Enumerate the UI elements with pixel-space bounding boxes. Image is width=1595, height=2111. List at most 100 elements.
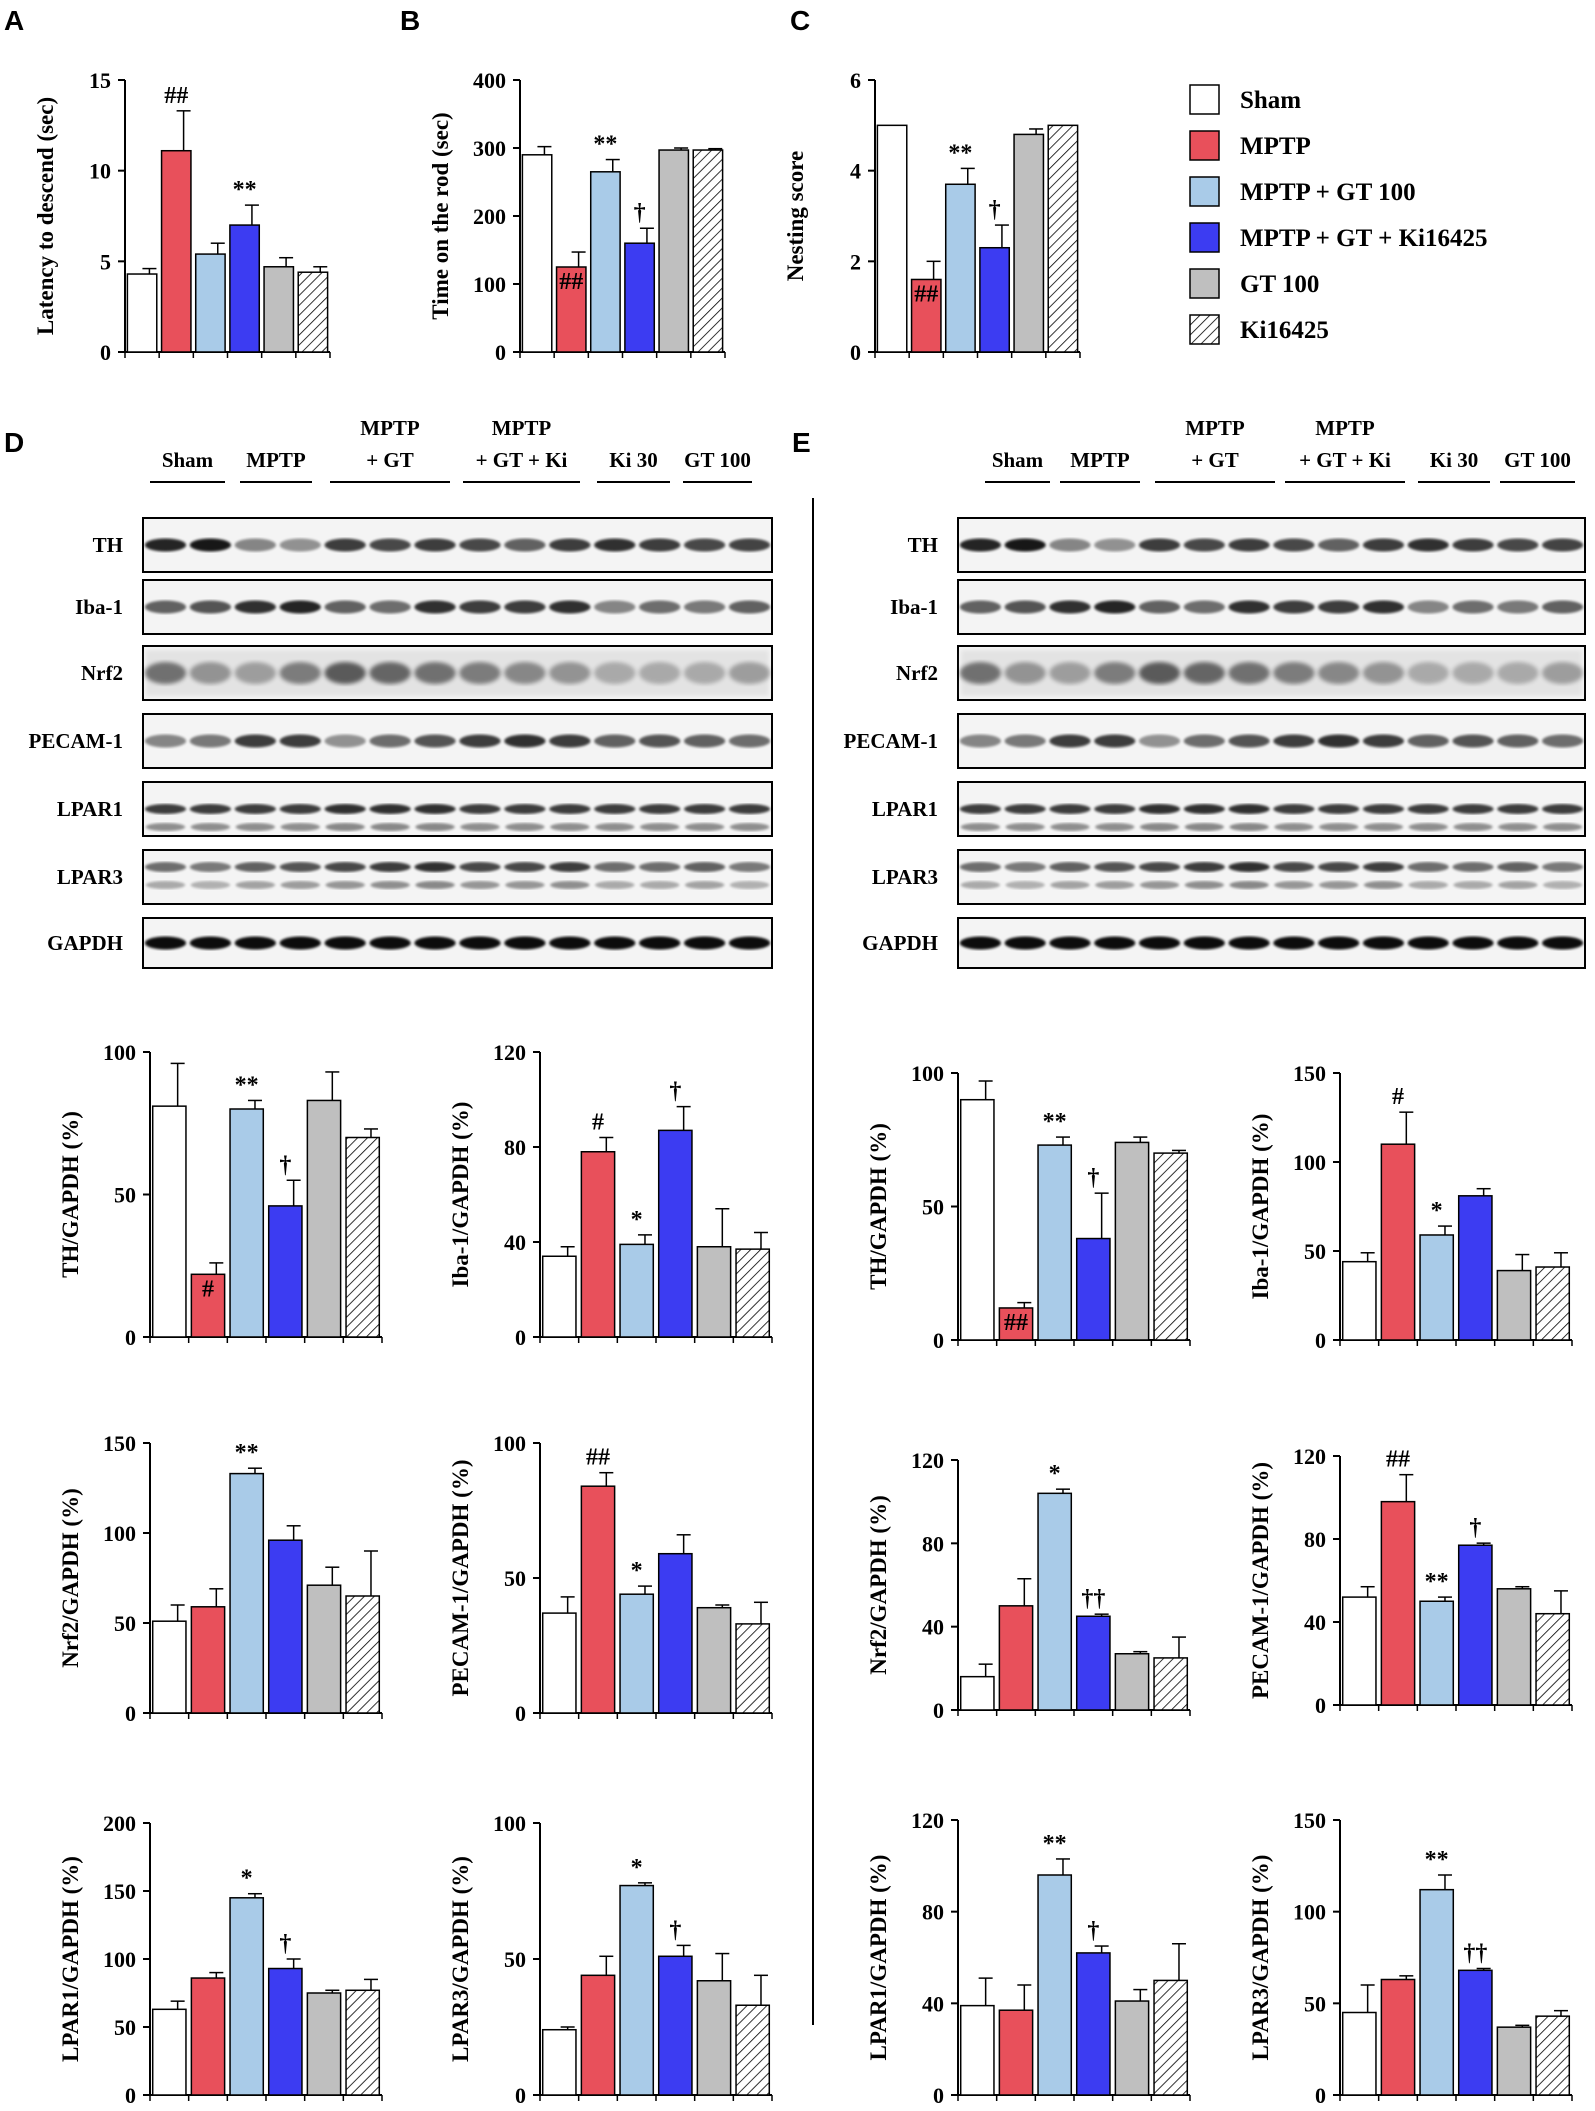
bar-mptp (580, 1485, 616, 1714)
chart-c: 0 2 4 6 Nesting score ## ** † (783, 68, 1081, 365)
blot-band (189, 862, 232, 872)
significance-marker: ## (1004, 1310, 1028, 1336)
blot-band (1094, 662, 1136, 684)
bar-gt-100 (1496, 1588, 1532, 1706)
blot-band-secondary (415, 823, 455, 831)
blot-band-secondary (684, 881, 725, 889)
y-tick-label: 120 (911, 1808, 944, 1833)
bar-mptp-gt-ki16425 (657, 1955, 693, 2096)
blot-band (369, 734, 411, 748)
blot-band (683, 538, 726, 552)
bar-sham (1341, 1260, 1377, 1341)
blot-band (1273, 538, 1315, 552)
chart-e-lpar1: 0 40 80 120 LPAR1/GAPDH (%) ** † (866, 1808, 1191, 2108)
bar-mptp-gt-ki16425 (657, 1552, 693, 1714)
significance-marker: * (631, 1855, 643, 1881)
blot-band (683, 862, 726, 872)
blot-band (1362, 538, 1405, 552)
blot-band (234, 538, 276, 552)
blot-band-secondary (1184, 823, 1225, 831)
blot-band (504, 600, 546, 614)
blot-band-secondary (325, 823, 365, 831)
blot-band-secondary (729, 881, 770, 889)
bar-mptp (580, 1151, 616, 1338)
blot-band (1542, 936, 1584, 950)
significance-marker: # (202, 1276, 214, 1302)
chart-b: 0 100 200 300 400 Time on the rod (sec) ## ** † (428, 68, 726, 365)
blot-group-label: Sham (992, 448, 1044, 472)
y-tick-label: 15 (89, 68, 111, 93)
chart-e-pecam1: 0 40 80 120 PECAM-1/GAPDH (%) ## ** † (1248, 1444, 1573, 1718)
blot-group-label: GT 100 (684, 448, 751, 472)
blot-band (144, 804, 187, 814)
y-tick-label: 4 (850, 159, 861, 184)
significance-marker: † (669, 1917, 681, 1943)
y-axis-label: Nesting score (783, 151, 808, 282)
blot-band (1407, 936, 1449, 950)
blot-band (324, 862, 366, 872)
blot-band (369, 862, 411, 872)
chart-d-pecam1: 0 50 100 PECAM-1/GAPDH (%) ## * (448, 1431, 773, 1726)
blot-band-secondary (1542, 823, 1583, 831)
significance-marker: ** (1425, 1847, 1449, 1873)
panel-label-d: D (4, 427, 24, 458)
blot-band-secondary (280, 881, 321, 889)
blot-band (683, 662, 726, 684)
y-tick-label: 300 (473, 136, 506, 161)
blot-band (459, 600, 501, 614)
bar-mptp-gt-100 (619, 1593, 655, 1714)
legend-label: Sham (1240, 87, 1301, 114)
blot-band (1542, 538, 1584, 552)
blot-band-secondary (460, 881, 500, 889)
blot-band (1049, 862, 1091, 872)
chart-d-lpar1: 0 50 100 150 200 LPAR1/GAPDH (%) * † (58, 1811, 383, 2108)
blot-band (1318, 862, 1360, 872)
blot-band (369, 804, 411, 814)
blot-band (1362, 936, 1405, 950)
blot-band (1318, 538, 1360, 552)
blot-band (728, 804, 771, 814)
y-tick-label: 100 (473, 272, 506, 297)
significance-marker: † (279, 1152, 291, 1178)
y-tick-label: 400 (473, 68, 506, 93)
y-tick-label: 10 (89, 159, 111, 184)
bar-mptp-gt-ki16425 (267, 1967, 303, 2096)
blot-band-secondary (1229, 881, 1269, 889)
blot-band (279, 804, 321, 814)
blot-band-secondary (550, 881, 590, 889)
bar-mptp-gt-100 (1419, 1234, 1455, 1341)
blot-band (1094, 804, 1136, 814)
legend-swatch (1189, 222, 1220, 253)
blot-band (1542, 804, 1584, 814)
y-axis-label: Latency to descend (sec) (33, 97, 58, 335)
blot-band (234, 862, 276, 872)
bar-mptp (998, 1307, 1034, 1341)
blot-band (324, 538, 366, 552)
y-tick-label: 0 (850, 340, 861, 365)
chart-d-iba1: 0 40 80 120 Iba-1/GAPDH (%) # * † (448, 1040, 773, 1350)
blot-band (324, 600, 366, 614)
bar-ki16425 (345, 1136, 381, 1338)
blot-band (728, 862, 771, 872)
bar-sham (1341, 1596, 1377, 1706)
blot-band (1542, 662, 1584, 684)
blot-row-label: Nrf2 (81, 661, 123, 685)
y-tick-label: 40 (922, 1991, 944, 2016)
y-tick-label: 200 (103, 1811, 136, 1836)
blot-band (414, 734, 456, 748)
blot-band (369, 936, 411, 950)
bar-mptp-gt-ki16425 (1457, 1544, 1493, 1706)
bar-ki16425 (1535, 1266, 1571, 1341)
bar-sham (876, 124, 908, 353)
blot-band-secondary (550, 823, 590, 831)
significance-marker: ** (1043, 1109, 1067, 1135)
blot-band (1094, 600, 1136, 614)
blot-band (549, 600, 591, 614)
blot-band (504, 662, 546, 684)
blot-band (414, 862, 456, 872)
blot-band (1407, 804, 1449, 814)
blot-band (594, 600, 636, 614)
blot-band (1273, 734, 1315, 748)
blot-band (1138, 862, 1181, 872)
